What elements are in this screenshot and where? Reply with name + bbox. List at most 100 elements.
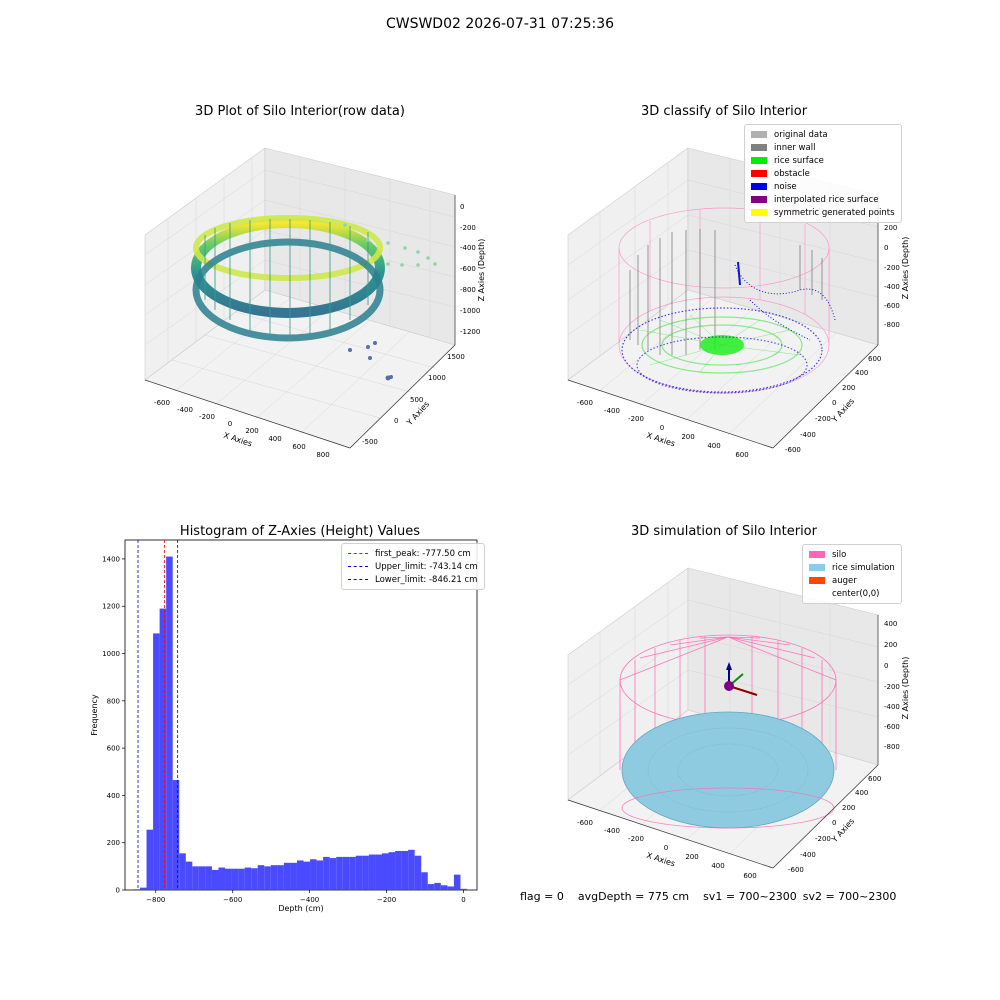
histogram-bar [453,874,461,890]
simulation-3d-axes: -600 -400 -200 0 200 400 600 X Axies -60… [567,567,910,880]
sv1-text: sv1 = 700~2300 [703,890,797,903]
histogram-bar [421,872,428,890]
simulation-z-tick: -600 [884,723,900,731]
simulation-x-tick: 0 [664,844,668,852]
legend-item-center: center(0,0) [809,587,895,600]
raw-y-tick: 1000 [428,374,446,382]
raw-z-tick: 0 [460,203,464,211]
histogram-bar [381,853,389,890]
simulation-y-tick: -200 [815,835,831,843]
histogram-bar [296,860,304,890]
raw-x-tick: -200 [199,413,215,421]
histogram-x-label: Depth (cm) [278,904,323,913]
legend-item-inner-wall: inner wall [751,141,895,154]
simulation-x-label: X Axies [645,851,676,869]
histogram-bars [133,556,467,890]
classify-y-tick: 0 [832,399,836,407]
classify-3d-axes: -600 -400 -200 0 200 400 600 X Axies -60… [567,147,910,459]
histogram-bar [192,866,199,890]
histogram-bar [185,861,193,890]
classify-y-tick: 200 [842,384,855,392]
simulation-y-tick: -600 [788,866,804,874]
classify-z-label: Z Axies (Depth) [901,237,910,300]
x-tick-label: −200 [377,896,396,904]
sv2-text: sv2 = 700~2300 [802,890,897,903]
histogram-bar [395,850,402,890]
histogram-y-ticks: 0 200 400 600 800 1000 1200 1400 [102,555,125,895]
legend-swatch [751,183,767,190]
histogram-bar [401,850,409,890]
histogram-bar [283,862,291,890]
simulation-z-label: Z Axies (Depth) [901,657,910,720]
histogram-bar [270,865,278,890]
simulation-z-tick: -400 [884,703,900,711]
histogram-bar [290,862,297,890]
histogram-bar [198,866,206,890]
histogram-bar [205,866,212,890]
raw-y-tick: -500 [362,438,378,446]
classify-x-tick: 0 [660,424,664,432]
histogram-bar [316,860,324,890]
classify-y-tick: -400 [800,431,816,439]
histogram-bar [388,852,396,890]
simulation-x-tick: 600 [743,872,756,880]
histogram-bar [251,868,258,890]
histogram-bar [434,882,441,890]
legend-swatch [751,209,767,216]
legend-swatch [809,551,825,558]
simulation-y-tick: 600 [868,775,881,783]
legend-item-auger: auger [809,574,895,587]
histogram-legend: first_peak: -777.50 cm Upper_limit: -743… [341,543,485,590]
classify-x-tick: -600 [577,399,593,407]
raw-x-tick: 600 [292,443,305,451]
y-tick-label: 0 [116,887,120,895]
simulation-z-tick: 400 [884,620,897,628]
legend-item-first-peak: first_peak: -777.50 cm [348,547,478,560]
legend-item-silo: silo [809,548,895,561]
simulation-y-tick: -400 [800,851,816,859]
simulation-x-tick: -600 [577,819,593,827]
raw-y-tick: 0 [394,417,398,425]
histogram-bar [355,855,363,890]
classify-z-tick: 200 [884,224,897,232]
raw-3d-axes: -600 -400 -200 0 200 400 600 800 X Axies… [144,147,486,459]
histogram-bar [238,868,245,890]
figure-suptitle: CWSWD02 2026-07-31 07:25:36 [385,16,615,32]
legend-swatch [751,196,767,203]
simulation-z-tick: -200 [884,683,900,691]
raw-x-tick: -400 [177,406,193,414]
legend-swatch [751,170,767,177]
simulation-y-tick: 200 [842,804,855,812]
histogram-bar [310,859,317,890]
raw-z-tick: -200 [460,224,476,232]
legend-item-lower-limit: Lower_limit: -846.21 cm [348,573,478,586]
histogram-bar [368,854,376,890]
x-tick-label: −400 [300,896,319,904]
classify-x-label: X Axies [645,431,676,449]
legend-item-rice-simulation: rice simulation [809,561,895,574]
histogram-bar [218,867,226,890]
simulation-z-tick: 0 [884,662,888,670]
raw-x-tick: 0 [228,420,232,428]
y-tick-label: 1200 [102,603,120,611]
classify-x-tick: -400 [604,407,620,415]
histogram-x-ticks: −800 −600 −400 −200 0 [146,890,466,904]
legend-swatch [751,157,767,164]
legend-item-original-data: original data [751,128,895,141]
histogram-y-label: Frequency [90,694,99,736]
histogram-bar [336,856,343,890]
histogram-bar [408,849,415,890]
histogram-bar [447,886,454,890]
histogram-bar [179,853,186,890]
classify-z-tick: 0 [884,244,888,252]
x-tick-label: −800 [146,896,165,904]
legend-item-symmetric: symmetric generated points [751,206,895,219]
x-tick-label: 0 [461,896,465,904]
histogram-bar [414,855,422,890]
classify-y-tick: 600 [868,355,881,363]
x-tick-label: −600 [223,896,242,904]
histogram-reference-lines [137,540,179,890]
classify-x-tick: -200 [628,415,644,423]
simulation-z-tick: 200 [884,641,897,649]
legend-swatch [809,564,825,571]
